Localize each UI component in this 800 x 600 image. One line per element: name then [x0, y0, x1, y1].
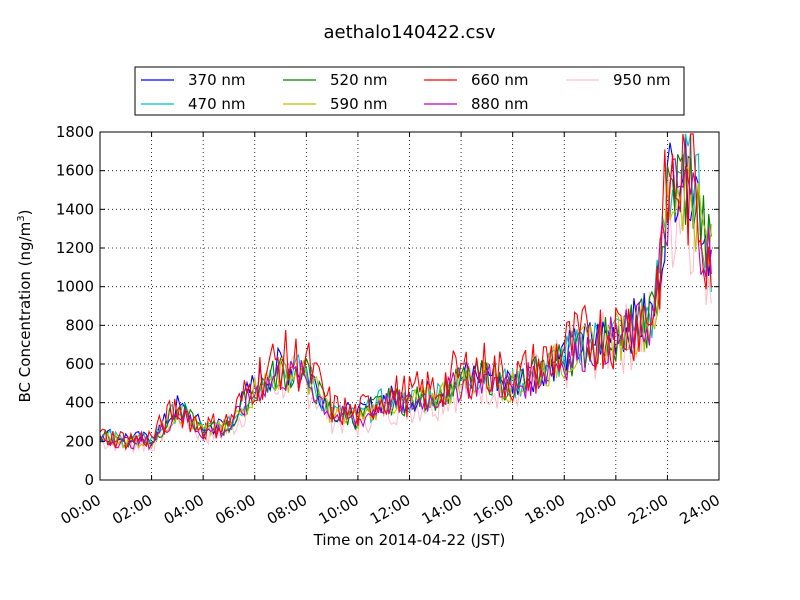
- y-tick-label: 600: [65, 355, 94, 373]
- x-tick-label: 22:00: [625, 491, 671, 528]
- x-tick-label: 08:00: [264, 491, 310, 528]
- x-tick-label: 20:00: [573, 491, 619, 528]
- legend-label: 660 nm: [471, 71, 529, 89]
- x-tick-label: 06:00: [212, 491, 258, 528]
- legend-box: [134, 66, 685, 116]
- y-axis-label-text: BC Concentration (ng/m: [16, 222, 34, 403]
- x-tick-label: 02:00: [109, 491, 155, 528]
- y-tick-label: 1600: [56, 162, 94, 180]
- y-tick-label: 1800: [56, 123, 94, 141]
- y-axis-label-suffix: ): [16, 210, 34, 216]
- y-tick-label: 200: [65, 432, 94, 450]
- legend-label: 470 nm: [188, 95, 246, 113]
- y-tick-label: 1000: [56, 278, 94, 296]
- x-tick-label: 24:00: [677, 491, 723, 528]
- legend-label: 520 nm: [330, 71, 388, 89]
- x-tick-label: 00:00: [58, 491, 104, 528]
- y-axis-label: BC Concentration (ng/m3): [16, 210, 34, 403]
- series-line-660-nm: [99, 133, 712, 451]
- x-tick-label: 10:00: [315, 491, 361, 528]
- x-tick-label: 12:00: [367, 491, 413, 528]
- x-axis-label: Time on 2014-04-22 (JST): [313, 531, 506, 549]
- legend: 370 nm 470 nm 520 nm 590 nm 660 nm 880 nm 950 …: [134, 66, 685, 116]
- y-tick-label: 1400: [56, 200, 94, 218]
- series-lines: [99, 133, 712, 455]
- legend-label: 370 nm: [188, 71, 246, 89]
- x-tick-label: 04:00: [161, 491, 207, 528]
- x-tick-label: 16:00: [470, 491, 516, 528]
- y-axis-label-superscript: 3: [16, 215, 27, 221]
- y-tick-label: 1200: [56, 239, 94, 257]
- legend-label: 950 nm: [613, 71, 671, 89]
- y-tick-label: 400: [65, 394, 94, 412]
- legend-label: 880 nm: [471, 95, 529, 113]
- x-tick-label: 14:00: [419, 491, 465, 528]
- x-tick-label: 18:00: [522, 491, 568, 528]
- y-tick-label: 800: [65, 316, 94, 334]
- legend-label: 590 nm: [330, 95, 388, 113]
- chart-title: aethalo140422.csv: [324, 22, 496, 43]
- y-tick-label: 0: [84, 471, 94, 489]
